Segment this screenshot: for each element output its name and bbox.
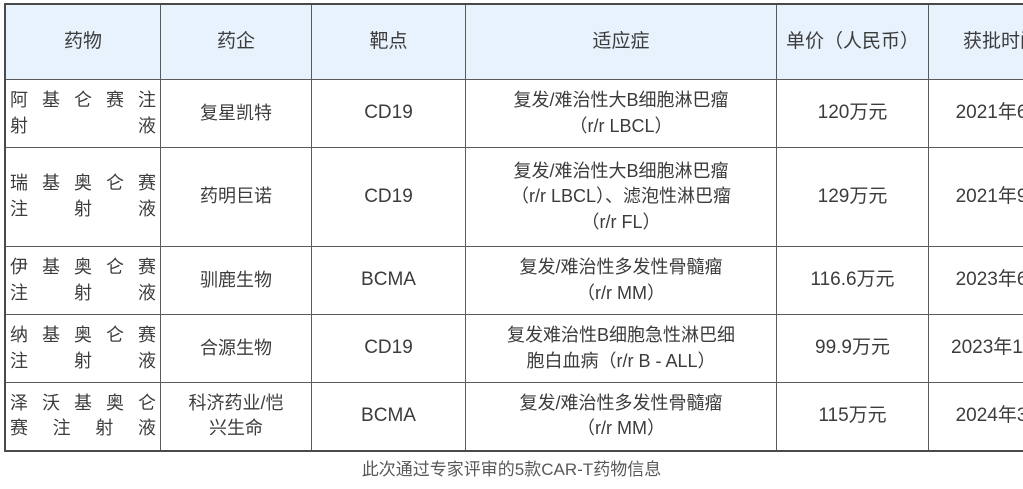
- table-row: 泽沃基奥仑 赛注射液 科济药业/恺 兴生命 BCMA 复发/难治性多发性骨髓瘤 …: [4, 382, 1023, 451]
- firm-line-1: 科济药业/恺: [188, 392, 284, 413]
- figure-caption: 此次通过专家评审的5款CAR-T药物信息: [361, 460, 662, 479]
- indication-line-2: 胞白血病（r/r B - ALL）: [526, 350, 716, 371]
- cell-drug: 伊基奥仑赛 注射液: [4, 246, 161, 315]
- drug-name-line-1: 伊基奥仑赛: [10, 256, 156, 277]
- drug-name-line-1: 纳基奥仑赛: [10, 324, 156, 345]
- drug-name-line-2: 赛注射液: [10, 418, 156, 439]
- drug-name-line-2: 注射液: [10, 350, 156, 371]
- table-row: 伊基奥仑赛 注射液 驯鹿生物 BCMA 复发/难治性多发性骨髓瘤 （r/r MM…: [4, 246, 1023, 315]
- table-row: 阿基仑赛注 射液 复星凯特 CD19 复发/难治性大B细胞淋巴瘤 （r/r LB…: [4, 79, 1023, 148]
- cell-target: BCMA: [311, 246, 466, 315]
- drug-name-line-2: 射液: [10, 115, 156, 136]
- cell-price: 129万元: [776, 147, 929, 247]
- cell-price: 115万元: [776, 382, 929, 451]
- indication-line-3: （r/r FL）: [581, 211, 661, 232]
- table-body: 阿基仑赛注 射液 复星凯特 CD19 复发/难治性大B细胞淋巴瘤 （r/r LB…: [4, 79, 1023, 451]
- cell-price: 99.9万元: [776, 314, 929, 383]
- cell-approval-date: 2021年9月: [928, 147, 1023, 247]
- column-header-price: 单价（人民币）: [776, 3, 929, 80]
- cell-indication: 复发/难治性大B细胞淋巴瘤 （r/r LBCL）: [465, 79, 777, 148]
- cell-approval-date: 2024年3月: [928, 382, 1023, 451]
- cell-firm: 复星凯特: [160, 79, 312, 148]
- drug-name-line-1: 泽沃基奥仑: [10, 392, 156, 413]
- indication-line-2: （r/r MM）: [577, 418, 665, 439]
- indication-line-1: 复发/难治性大B细胞淋巴瘤: [513, 160, 729, 181]
- indication-line-2: （r/r LBCL）: [569, 115, 673, 136]
- cell-firm: 驯鹿生物: [160, 246, 312, 315]
- cell-target: CD19: [311, 314, 466, 383]
- cell-target: CD19: [311, 79, 466, 148]
- cell-target: BCMA: [311, 382, 466, 451]
- cell-indication: 复发难治性B细胞急性淋巴细 胞白血病（r/r B - ALL）: [465, 314, 777, 383]
- indication-line-2: （r/r MM）: [577, 282, 665, 303]
- indication-line-1: 复发/难治性多发性骨髓瘤: [519, 392, 723, 413]
- cell-firm: 药明巨诺: [160, 147, 312, 247]
- column-header-approval-date: 获批时间: [928, 3, 1023, 80]
- cell-price: 120万元: [776, 79, 929, 148]
- indication-line-1: 复发难治性B细胞急性淋巴细: [506, 324, 735, 345]
- drug-name-line-2: 注射液: [10, 282, 156, 303]
- cell-drug: 瑞基奥仑赛 注射液: [4, 147, 161, 247]
- table-row: 纳基奥仑赛 注射液 合源生物 CD19 复发难治性B细胞急性淋巴细 胞白血病（r…: [4, 314, 1023, 383]
- table-row: 瑞基奥仑赛 注射液 药明巨诺 CD19 复发/难治性大B细胞淋巴瘤 （r/r L…: [4, 147, 1023, 247]
- cell-approval-date: 2023年6月: [928, 246, 1023, 315]
- drug-name-line-2: 注射液: [10, 199, 156, 219]
- column-header-target: 靶点: [311, 3, 466, 80]
- header-row: 药物 药企 靶点 适应症 单价（人民币） 获批时间: [4, 3, 1023, 80]
- column-header-indication: 适应症: [465, 3, 777, 80]
- cell-target: CD19: [311, 147, 466, 247]
- indication-line-1: 复发/难治性大B细胞淋巴瘤: [513, 89, 729, 110]
- table-header: 药物 药企 靶点 适应症 单价（人民币） 获批时间: [4, 3, 1023, 80]
- cell-indication: 复发/难治性大B细胞淋巴瘤 （r/r LBCL）、滤泡性淋巴瘤 （r/r FL）: [465, 147, 777, 247]
- indication-line-2: （r/r LBCL）、滤泡性淋巴瘤: [510, 186, 732, 207]
- cell-price: 116.6万元: [776, 246, 929, 315]
- cell-drug: 纳基奥仑赛 注射液: [4, 314, 161, 383]
- column-header-firm: 药企: [160, 3, 312, 80]
- column-header-drug: 药物: [4, 3, 161, 80]
- cell-firm: 合源生物: [160, 314, 312, 383]
- table-container: 药物 药企 靶点 适应症 单价（人民币） 获批时间 阿基仑赛注 射液 复星凯特 …: [4, 3, 1023, 452]
- firm-line-2: 兴生命: [209, 418, 263, 439]
- cell-indication: 复发/难治性多发性骨髓瘤 （r/r MM）: [465, 246, 777, 315]
- cell-approval-date: 2023年11月: [928, 314, 1023, 383]
- drug-name-line-1: 瑞基奥仑赛: [10, 173, 156, 194]
- indication-line-1: 复发/难治性多发性骨髓瘤: [519, 256, 723, 277]
- cell-firm: 科济药业/恺 兴生命: [160, 382, 312, 451]
- cell-approval-date: 2021年6月: [928, 79, 1023, 148]
- drug-name-line-1: 阿基仑赛注: [10, 89, 156, 110]
- car-t-drug-table: 药物 药企 靶点 适应症 单价（人民币） 获批时间 阿基仑赛注 射液 复星凯特 …: [4, 3, 1023, 452]
- cell-drug: 泽沃基奥仑 赛注射液: [4, 382, 161, 451]
- cell-drug: 阿基仑赛注 射液: [4, 79, 161, 148]
- cell-indication: 复发/难治性多发性骨髓瘤 （r/r MM）: [465, 382, 777, 451]
